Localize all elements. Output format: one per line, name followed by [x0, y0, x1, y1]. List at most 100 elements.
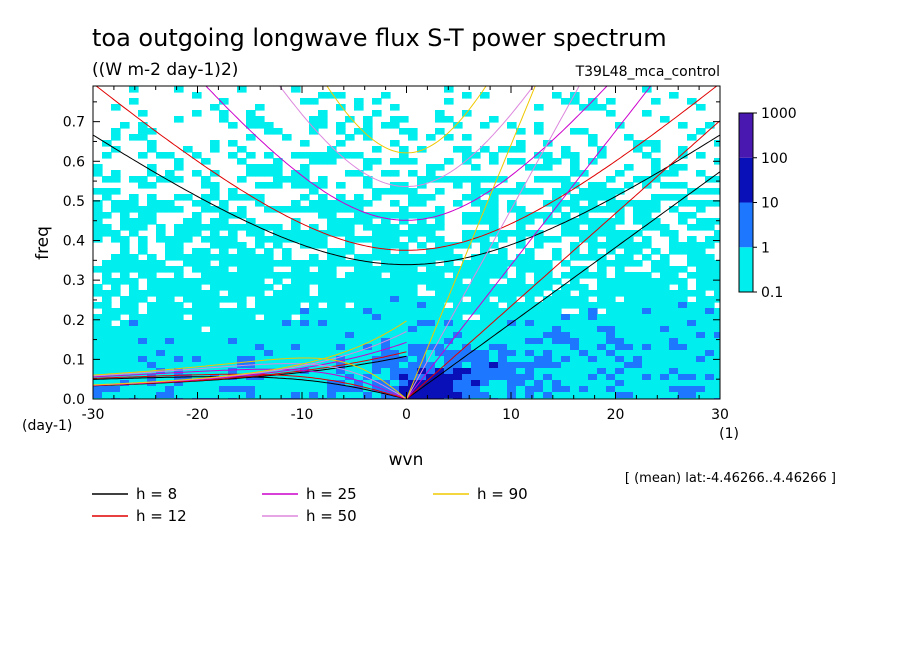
power-cell [354, 266, 364, 273]
power-cell [183, 350, 193, 357]
power-cell [651, 248, 661, 255]
power-cell [642, 254, 652, 261]
power-cell [624, 248, 634, 255]
power-cell [525, 284, 535, 291]
power-cell [174, 320, 184, 327]
power-cell [111, 326, 121, 333]
power-cell [570, 182, 580, 189]
power-cell [282, 386, 292, 393]
power-cell [660, 392, 670, 399]
power-cell [435, 224, 445, 231]
power-cell [390, 236, 400, 243]
power-cell [408, 356, 418, 363]
power-cell [480, 200, 490, 207]
power-cell [237, 248, 247, 255]
power-cell [318, 200, 328, 207]
power-cell [210, 350, 220, 357]
power-cell [624, 314, 634, 321]
power-cell [633, 302, 643, 309]
power-cell [219, 338, 229, 345]
power-cell [705, 278, 715, 285]
power-cell [246, 344, 256, 351]
power-cell [570, 200, 580, 207]
power-cell [696, 218, 706, 225]
power-cell [201, 356, 211, 363]
power-cell [480, 302, 490, 309]
power-cell [642, 320, 652, 327]
power-cell [273, 296, 283, 303]
y-tick-label: 0.5 [63, 194, 85, 210]
power-cell [363, 218, 373, 225]
power-cell [408, 194, 418, 201]
power-cell [192, 284, 202, 291]
power-cell [543, 362, 553, 369]
power-cell [678, 356, 688, 363]
power-cell [363, 320, 373, 327]
power-cell [129, 134, 139, 141]
power-cell [372, 272, 382, 279]
power-cell [102, 212, 112, 219]
power-cell [561, 224, 571, 231]
power-cell [246, 272, 256, 279]
power-cell [606, 332, 616, 339]
power-cell [660, 374, 670, 381]
power-cell [471, 188, 481, 195]
power-cell [201, 320, 211, 327]
power-cell [561, 302, 571, 309]
power-cell [327, 320, 337, 327]
power-cell [291, 224, 301, 231]
power-cell [480, 350, 490, 357]
power-cell [435, 302, 445, 309]
power-cell [615, 362, 625, 369]
power-cell [273, 362, 283, 369]
power-cell [354, 254, 364, 261]
power-cell [597, 218, 607, 225]
power-cell [507, 356, 517, 363]
power-cell [579, 206, 589, 213]
power-cell [120, 236, 130, 243]
power-cell [300, 194, 310, 201]
power-cell [219, 314, 229, 321]
power-cell [291, 236, 301, 243]
power-cell [624, 386, 634, 393]
power-cell [363, 386, 373, 393]
power-cell [471, 368, 481, 375]
power-cell [264, 206, 274, 213]
power-cell [345, 218, 355, 225]
power-cell [174, 356, 184, 363]
power-cell [309, 302, 319, 309]
power-cell [138, 110, 148, 117]
power-cell [363, 290, 373, 297]
power-cell [624, 392, 634, 399]
power-cell [237, 344, 247, 351]
power-cell [606, 230, 616, 237]
power-cell [390, 122, 400, 129]
power-cell [372, 194, 382, 201]
power-cell [102, 308, 112, 315]
power-cell [561, 200, 571, 207]
power-cell [624, 134, 634, 141]
power-cell [264, 344, 274, 351]
power-cell [408, 296, 418, 303]
power-cell [399, 206, 409, 213]
power-cell [174, 272, 184, 279]
power-cell [651, 260, 661, 267]
power-cell [570, 128, 580, 135]
power-cell [696, 332, 706, 339]
power-cell [678, 392, 688, 399]
power-cell [93, 320, 103, 327]
power-cell [156, 326, 166, 333]
power-cell [399, 320, 409, 327]
power-cell [291, 284, 301, 291]
power-cell [462, 218, 472, 225]
power-cell [264, 248, 274, 255]
power-cell [471, 212, 481, 219]
power-cell [480, 266, 490, 273]
legend-label: h = 12 [136, 507, 187, 525]
power-cell [327, 284, 337, 291]
power-cell [264, 122, 274, 129]
power-cell [714, 218, 720, 225]
power-cell [660, 278, 670, 285]
power-cell [237, 278, 247, 285]
power-cell [444, 158, 454, 165]
